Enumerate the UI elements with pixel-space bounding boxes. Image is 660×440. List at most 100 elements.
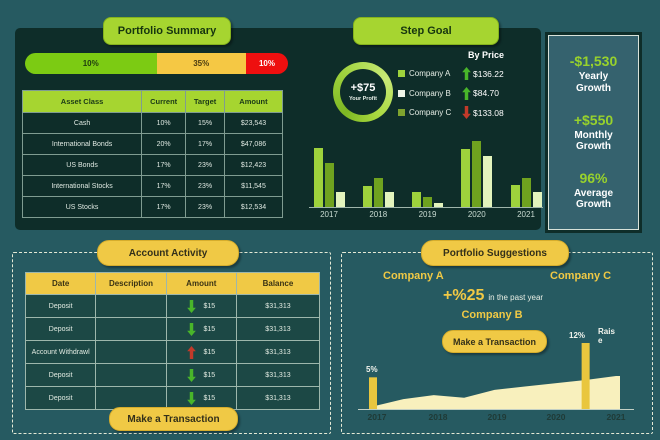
bar-group [361, 177, 395, 207]
stat-block: 96% Average Growth [568, 171, 620, 211]
amount-text: $15 [203, 325, 216, 333]
table-cell: $23,543 [224, 113, 282, 134]
table-row: International Bonds 20% 17% $47,086 [23, 134, 282, 155]
table-cell: $11,545 [224, 176, 282, 197]
growth-highlight-caption: in the past year [488, 293, 544, 302]
cell-balance: $31,313 [236, 387, 319, 409]
x-tick-label: 2018 [428, 412, 448, 422]
progress-segment: 35% [156, 53, 246, 74]
up-arrow-icon [187, 345, 197, 359]
trend-arrow [460, 86, 473, 100]
stat-block: +$550 Monthly Growth [568, 113, 620, 153]
up-arrow-icon [462, 67, 471, 81]
cell-description [96, 341, 167, 364]
donut-center: +$75 Your Profit [340, 69, 386, 115]
company-a-label: Company A [383, 270, 444, 282]
table-cell: Cash [23, 113, 143, 134]
cell-balance: $31,313 [236, 341, 319, 364]
table-row: Account Withdrawl $15 $31,313 [26, 341, 319, 364]
cell-amount: $15 [166, 341, 237, 364]
bar-group [411, 191, 445, 207]
stat-block: -$1,530 Yearly Growth [568, 54, 620, 94]
table-cell: 20% [142, 134, 187, 155]
asset-class-table: Asset Class Current Target Amount Cash 10% 15%… [22, 90, 283, 218]
column-header: Asset Class [23, 91, 143, 113]
legend-row: Company B $84.70 [398, 84, 510, 104]
legend-company-name: Company C [409, 108, 452, 118]
table-cell: $47,086 [224, 134, 282, 155]
table-cell: 23% [186, 197, 225, 217]
company-c-label: Company C [550, 270, 612, 282]
bar-company-b [335, 191, 345, 207]
bar-company-b [483, 156, 493, 207]
table-row: Deposit $15 $31,313 [26, 364, 319, 387]
company-b-label: Company B [461, 309, 523, 321]
table-row: International Stocks 17% 23% $11,545 [23, 176, 282, 197]
x-tick-label: 2018 [369, 210, 388, 219]
column-header: Balance [236, 273, 319, 295]
area-fill [373, 376, 620, 409]
bar-company-a [510, 185, 520, 207]
x-tick-label: 2017 [320, 210, 338, 219]
table-row: US Stocks 17% 23% $12,534 [23, 197, 282, 217]
progress-segment: 10% [245, 53, 288, 74]
x-tick-label: 2021 [606, 412, 626, 422]
table-header-row: Asset Class Current Target Amount [23, 91, 282, 113]
column-header: Amount [166, 273, 237, 295]
x-tick-label: 2021 [517, 210, 535, 219]
make-transaction-button-right[interactable]: Make a Transaction [442, 330, 547, 353]
up-arrow-icon [462, 86, 471, 100]
legend-row: Company C $133.08 [398, 103, 510, 123]
cell-description [96, 318, 167, 341]
account-activity-table: Date Description Amount Balance Deposit $15 $3… [25, 272, 320, 410]
bar-company-c [472, 141, 482, 207]
by-price-header: By Price [467, 50, 504, 60]
stat-value: -$1,530 [569, 53, 618, 70]
annotation-raise: Raise [598, 327, 615, 346]
bar-company-a [412, 191, 421, 207]
bar-chart-x-labels: 2017 2018 2019 2020 2021 [312, 210, 543, 219]
legend-swatch [398, 109, 405, 117]
company-price: $133.08 [473, 107, 504, 118]
cell-balance: $31,313 [236, 295, 319, 318]
legend-swatch [398, 89, 405, 97]
stat-label: Monthly Growth [574, 129, 613, 153]
legend-company-name: Company A [409, 69, 451, 79]
bar-company-b [434, 203, 443, 207]
portfolio-summary-title: Portfolio Summary [103, 17, 231, 45]
bar-company-a [362, 185, 372, 207]
bar-company-c [324, 162, 334, 207]
account-activity-title: Account Activity [97, 240, 239, 266]
x-tick-label: 2019 [487, 412, 507, 422]
profit-label: Your Profit [348, 95, 377, 102]
growth-highlight: +%25 in the past year [443, 288, 543, 304]
bar-chart-axis [309, 207, 543, 208]
cell-amount: $15 [166, 295, 237, 318]
amount-text: $15 [203, 371, 216, 379]
table-cell: $12,534 [240, 203, 267, 211]
bar-company-a [461, 148, 471, 207]
table-cell: 15% [186, 113, 225, 134]
cell-description [96, 387, 167, 409]
cell-date: Deposit [26, 364, 97, 387]
x-tick-label: 2019 [418, 210, 437, 219]
table-row: Deposit $15 $31,313 [26, 295, 319, 318]
make-transaction-button-left[interactable]: Make a Transaction [109, 407, 238, 431]
legend-company-name: Company B [409, 88, 451, 98]
cell-description [96, 295, 167, 318]
bar-company-b [384, 191, 394, 207]
down-arrow-icon [187, 368, 197, 382]
table-cell: 17% [142, 176, 187, 197]
table-cell: 23% [186, 155, 225, 176]
progress-segment: 10% [25, 53, 157, 74]
cell-date: Deposit [26, 295, 97, 318]
x-tick-label: 2020 [546, 412, 566, 422]
down-arrow-icon [187, 299, 197, 313]
cell-amount: $15 [166, 364, 237, 387]
down-arrow-icon [187, 391, 197, 405]
yearly-bar-chart [312, 140, 543, 207]
cell-balance: $31,313 [236, 364, 319, 387]
annotation-5-percent: 5% [366, 365, 378, 374]
table-header-row: Date Description Amount Balance [26, 273, 319, 295]
